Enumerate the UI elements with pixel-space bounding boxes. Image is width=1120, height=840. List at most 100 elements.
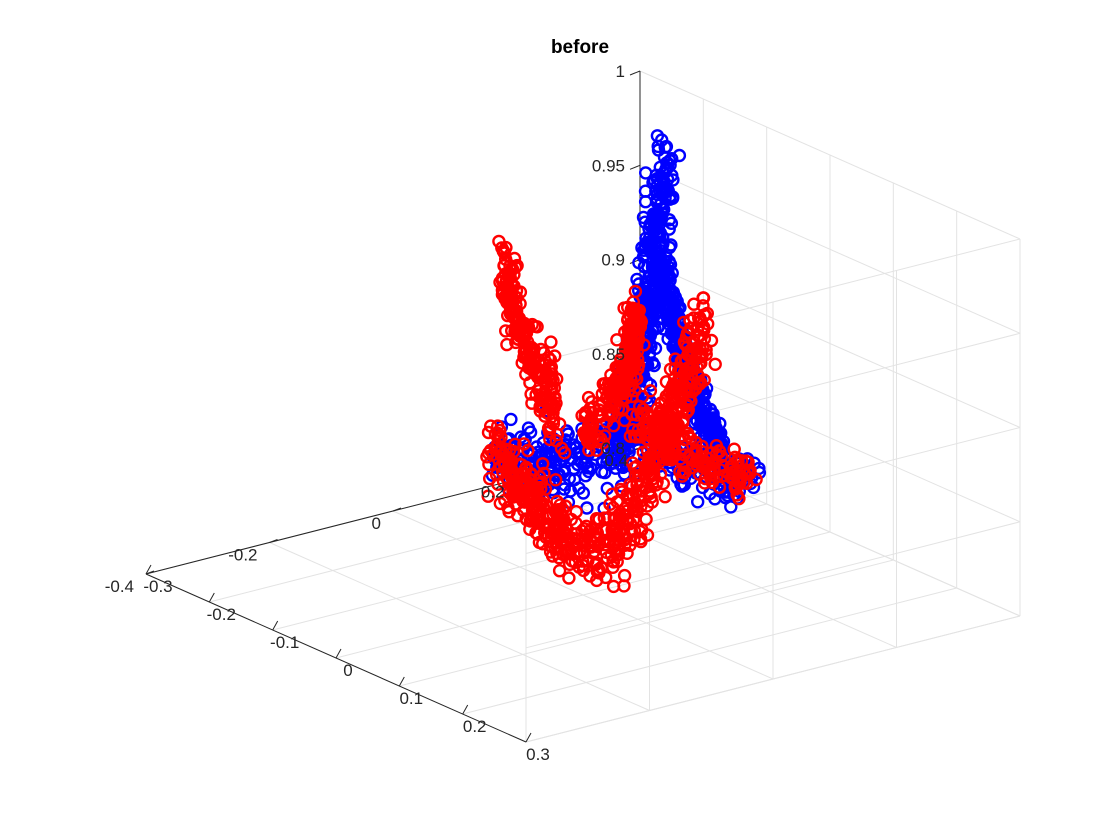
scatter-point (708, 357, 722, 371)
scatter-point (481, 489, 495, 503)
z-tick (629, 70, 641, 76)
scatter-point (649, 211, 663, 225)
grid-line (525, 521, 1021, 649)
y-tick-label: 0.2 (481, 483, 505, 502)
scatter-point (481, 425, 496, 440)
scatter-point (482, 457, 496, 472)
scatter-point (575, 554, 590, 568)
scatter-point (677, 365, 692, 379)
scatter-point (627, 322, 641, 336)
scatter-point (739, 454, 753, 468)
scatter-point (504, 412, 518, 427)
scatter-point (519, 460, 533, 474)
scatter-point (535, 392, 549, 407)
chart-title: before (551, 37, 609, 58)
series-2 (480, 234, 763, 594)
scatter-point (640, 417, 654, 431)
scatter-point (544, 335, 558, 349)
scatter-point (650, 192, 664, 206)
z-tick-label: 0.85 (592, 345, 625, 364)
scatter-point (510, 480, 524, 494)
x-tick (272, 620, 279, 631)
scatter-point (508, 322, 523, 336)
z-tick-label: 0.8 (601, 439, 625, 458)
scatter-point (635, 389, 650, 404)
scatter-point (533, 496, 547, 511)
y-tick (269, 539, 278, 543)
scatter-point (519, 512, 533, 526)
z-tick-label: 0.95 (592, 156, 625, 175)
scatter-point (641, 237, 655, 252)
scatter-point (621, 498, 635, 513)
scatter-point (626, 295, 640, 309)
scatter-point (663, 423, 678, 438)
scatter-point (661, 172, 675, 187)
scatter-point (651, 320, 665, 335)
scatter-point (677, 448, 691, 462)
scatter-point (504, 294, 518, 308)
grid-line (639, 164, 1021, 334)
scatter-point (658, 490, 672, 504)
scatter-point (491, 432, 505, 446)
scatter-point (500, 337, 514, 352)
scatter-point (536, 457, 550, 471)
scatter-point (583, 539, 597, 553)
scatter-point (726, 459, 740, 473)
scatter-point (680, 340, 695, 354)
scatter-point (512, 457, 527, 471)
scatter-point (549, 473, 563, 487)
grid-line (269, 542, 650, 711)
x-tick-label: 0.2 (463, 717, 487, 736)
scatter-point (618, 502, 632, 516)
scatter-point (603, 534, 617, 548)
scatter-point (732, 473, 747, 487)
scatter-point (697, 398, 711, 412)
scatter-point (652, 428, 666, 442)
z-tick-label: 0.9 (601, 251, 625, 270)
scatter-point (638, 194, 653, 209)
x-tick-label: 0 (343, 661, 352, 680)
scatter-point (693, 347, 708, 362)
scatter-point (594, 409, 608, 423)
scatter-point (618, 532, 633, 547)
scatter-point (697, 373, 711, 387)
scatter-point (713, 445, 727, 459)
scatter-point (661, 442, 675, 456)
scatter-point (496, 465, 510, 479)
scatter-point (690, 414, 704, 428)
scatter-point (562, 571, 576, 585)
scatter-point (679, 381, 693, 395)
scatter-point (627, 524, 642, 538)
scatter-point (663, 158, 677, 172)
x-tick (525, 732, 532, 743)
scatter-point (606, 579, 621, 594)
scatter-point (502, 505, 516, 519)
scatter-point (596, 454, 610, 468)
grid-layer (145, 70, 1021, 743)
y-tick-label: 0 (372, 514, 381, 533)
scatter-point (569, 441, 583, 455)
scatter-point (536, 518, 550, 533)
scatter-point (683, 313, 697, 327)
x-tick-label: 0.3 (526, 745, 550, 764)
grid-line (525, 238, 1021, 366)
scatter-point (660, 449, 675, 464)
scatter-point (625, 479, 639, 493)
scatter-point (576, 486, 590, 500)
scatter-point (531, 370, 545, 385)
scatter-point (558, 499, 573, 513)
scatter-point (663, 362, 678, 376)
scatter-point (524, 512, 538, 526)
scatter-point (660, 404, 674, 418)
scatter-point (676, 465, 690, 480)
scatter-point (659, 375, 674, 389)
scatter-point (517, 437, 531, 451)
scatter-point (484, 419, 498, 433)
scatter-point (639, 512, 653, 526)
scatter-point (645, 495, 659, 509)
scatter-point (517, 350, 531, 364)
scatter-point (634, 406, 648, 420)
scatter-point (557, 446, 572, 460)
scatter-point (613, 534, 627, 548)
